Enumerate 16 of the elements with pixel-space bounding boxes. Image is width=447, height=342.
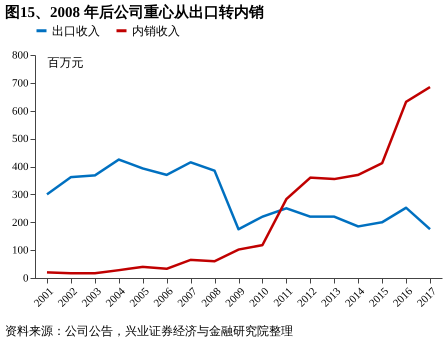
chart-title: 图15、2008 年后公司重心从出口转内销 (5, 3, 264, 21)
legend-label: 内销收入 (132, 24, 180, 38)
text: 资料来源：公司公告，兴业证券经济与金融研究院整理 (5, 324, 293, 338)
y-tick-label: 200 (12, 216, 29, 229)
y-tick-label: 400 (12, 161, 29, 173)
y-tick-label: 300 (12, 188, 29, 201)
y-tick-label: 100 (12, 244, 29, 257)
y-axis-title: 百万元 (48, 56, 84, 70)
legend-label: 出口收入 (52, 24, 100, 38)
line-series (46, 158, 432, 230)
y-tick-label: 600 (12, 105, 29, 118)
y-tick-label: 0 (23, 272, 29, 284)
line-series (46, 86, 432, 275)
y-tick-label: 700 (12, 77, 29, 90)
y-tick-label: 500 (12, 133, 29, 146)
y-tick-label: 800 (12, 50, 29, 62)
